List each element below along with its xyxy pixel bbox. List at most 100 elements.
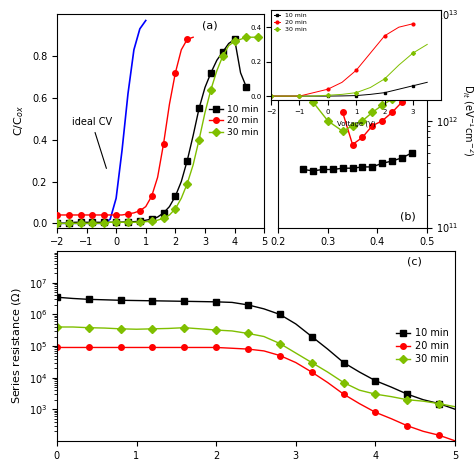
10 min [178, 179, 184, 184]
30 min [155, 218, 160, 223]
10 min [102, 297, 108, 303]
30 min [134, 327, 139, 332]
30 min [107, 219, 113, 225]
30 min [249, 35, 255, 40]
20 min [404, 423, 410, 428]
10 min [101, 219, 107, 225]
30 min [101, 220, 107, 226]
10 min [220, 49, 226, 55]
Line: 20 min: 20 min [340, 91, 415, 147]
20 min [350, 142, 356, 147]
10 min [125, 219, 131, 225]
30 min [452, 404, 458, 410]
10 min [113, 219, 119, 225]
10 min [60, 220, 65, 226]
20 min [72, 212, 78, 218]
30 min [220, 53, 226, 59]
10 min [341, 360, 346, 365]
30 min [389, 394, 394, 400]
30 min [182, 325, 187, 330]
30 min [301, 75, 306, 81]
20 min [190, 35, 196, 40]
10 min [190, 133, 196, 138]
20 min [149, 193, 155, 199]
30 min [356, 387, 362, 393]
20 min [420, 428, 426, 434]
30 min [83, 220, 89, 226]
10 min [143, 218, 148, 223]
20 min [325, 380, 330, 385]
30 min [244, 35, 249, 40]
10 min [131, 219, 137, 225]
20 min [173, 70, 178, 76]
30 min [325, 118, 331, 124]
30 min [70, 324, 76, 330]
20 min [369, 123, 375, 128]
10 min [95, 219, 101, 225]
10 min [118, 298, 123, 303]
X-axis label: E$_C$-E$_t$ (eV): E$_C$-E$_t$ (eV) [325, 253, 380, 266]
30 min [196, 137, 202, 143]
Line: 10 min: 10 min [54, 36, 249, 226]
20 min [150, 345, 155, 350]
30 min [293, 350, 299, 356]
30 min [350, 123, 356, 128]
10 min [196, 106, 202, 111]
20 min [341, 392, 346, 397]
10 min [356, 369, 362, 375]
20 min [166, 101, 172, 107]
20 min [155, 174, 160, 180]
20 min [66, 212, 72, 218]
30 min [178, 195, 184, 201]
10 min [86, 297, 91, 302]
30 min [95, 220, 101, 226]
10 min [119, 219, 125, 225]
20 min [436, 432, 442, 438]
30 min [340, 128, 346, 134]
Text: (a): (a) [202, 21, 218, 31]
10 min [360, 164, 365, 170]
30 min [149, 219, 155, 224]
10 min [155, 214, 160, 220]
30 min [86, 325, 91, 330]
10 min [197, 299, 203, 304]
10 min [202, 84, 208, 90]
10 min [70, 296, 76, 301]
10 min [404, 392, 410, 397]
30 min [190, 162, 196, 168]
30 min [436, 401, 442, 407]
Line: 10 min: 10 min [54, 294, 458, 412]
20 min [102, 345, 108, 350]
20 min [107, 212, 113, 218]
20 min [399, 99, 405, 105]
10 min [373, 378, 378, 383]
30 min [165, 326, 171, 331]
10 min [161, 210, 166, 216]
10 min [149, 216, 155, 222]
10 min [379, 161, 385, 166]
20 min [125, 211, 131, 217]
30 min [325, 369, 330, 375]
10 min [166, 204, 172, 210]
30 min [277, 341, 283, 346]
10 min [369, 164, 375, 170]
Line: 20 min: 20 min [54, 345, 458, 444]
20 min [54, 345, 60, 350]
10 min [389, 384, 394, 390]
30 min [150, 326, 155, 332]
10 min [436, 401, 442, 407]
30 min [166, 212, 172, 218]
30 min [214, 68, 219, 73]
10 min [182, 299, 187, 304]
30 min [173, 206, 178, 211]
10 min [173, 193, 178, 199]
30 min [420, 398, 426, 404]
30 min [399, 88, 405, 94]
X-axis label: Voltage (V): Voltage (V) [130, 253, 191, 263]
10 min [208, 70, 214, 76]
20 min [452, 438, 458, 444]
10 min [245, 302, 251, 308]
20 min [83, 212, 89, 218]
Line: 30 min: 30 min [54, 324, 458, 410]
10 min [277, 311, 283, 317]
